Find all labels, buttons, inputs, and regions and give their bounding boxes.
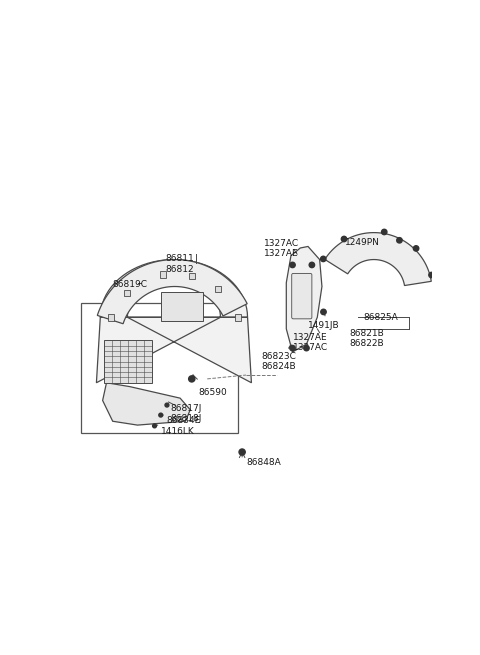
- Circle shape: [429, 272, 434, 278]
- PathPatch shape: [97, 259, 247, 324]
- Circle shape: [321, 309, 326, 314]
- Text: 1327AC
1327AE: 1327AC 1327AE: [264, 239, 299, 258]
- Text: 86848A: 86848A: [246, 458, 281, 467]
- Text: 86834E: 86834E: [166, 416, 201, 425]
- Text: 86817J
86818J: 86817J 86818J: [171, 403, 202, 423]
- Bar: [161, 292, 204, 321]
- Bar: [104, 341, 152, 383]
- Circle shape: [165, 403, 169, 407]
- Bar: [124, 290, 130, 296]
- Bar: [108, 314, 114, 320]
- PathPatch shape: [325, 233, 432, 286]
- Circle shape: [341, 236, 347, 242]
- Bar: [215, 286, 221, 292]
- Text: 86811
86812: 86811 86812: [166, 254, 194, 274]
- Circle shape: [321, 256, 326, 261]
- Text: 1249PN: 1249PN: [345, 238, 380, 247]
- Text: 86825A: 86825A: [364, 314, 398, 322]
- Circle shape: [290, 262, 295, 268]
- Circle shape: [309, 262, 314, 268]
- Text: 86823C
86824B: 86823C 86824B: [262, 352, 296, 371]
- PathPatch shape: [286, 246, 322, 352]
- Text: 1327AE
1327AC: 1327AE 1327AC: [293, 333, 328, 352]
- Bar: [189, 272, 195, 279]
- Circle shape: [159, 413, 163, 417]
- Text: 1416LK: 1416LK: [161, 428, 194, 436]
- Bar: [160, 271, 166, 278]
- Bar: [81, 303, 238, 433]
- Circle shape: [413, 246, 419, 251]
- Circle shape: [397, 238, 402, 243]
- FancyBboxPatch shape: [292, 273, 312, 319]
- PathPatch shape: [103, 383, 190, 425]
- Circle shape: [304, 345, 309, 351]
- Text: 86590: 86590: [198, 388, 227, 397]
- Text: 86819C: 86819C: [113, 280, 148, 290]
- PathPatch shape: [96, 259, 252, 383]
- Text: 1491JB: 1491JB: [308, 321, 340, 330]
- Bar: [235, 314, 241, 320]
- Circle shape: [239, 449, 245, 455]
- Circle shape: [290, 345, 295, 351]
- Circle shape: [189, 376, 195, 382]
- Text: 86821B
86822B: 86821B 86822B: [349, 329, 384, 348]
- Circle shape: [382, 229, 387, 234]
- Circle shape: [153, 424, 156, 428]
